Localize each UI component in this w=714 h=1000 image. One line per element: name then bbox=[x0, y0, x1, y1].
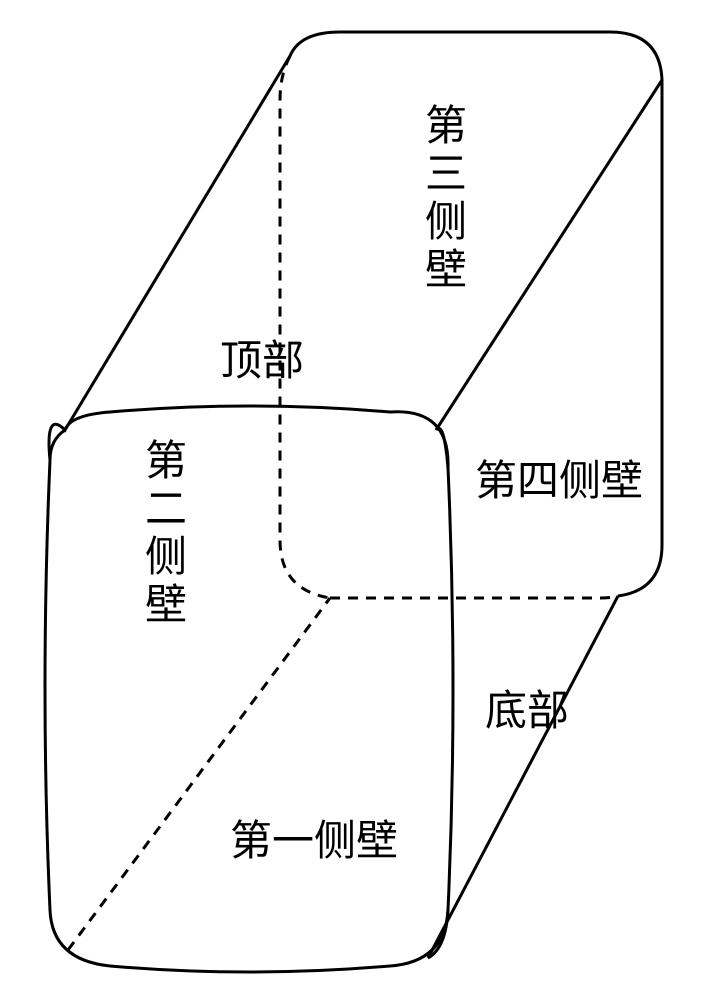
rear-right-edge bbox=[618, 80, 662, 596]
label-top: 顶部 bbox=[220, 339, 304, 385]
front-face bbox=[45, 406, 453, 972]
label-side4: 第四侧壁 bbox=[475, 459, 643, 505]
rear-left-edge-hidden bbox=[280, 56, 330, 598]
diagram-canvas: 顶部 底部 第一侧壁 第四侧壁 第 二 侧 壁 第 三 侧 壁 bbox=[0, 0, 714, 1000]
corner-join-tr bbox=[436, 428, 448, 468]
label-bottom: 底部 bbox=[485, 689, 569, 735]
corner-join-tl bbox=[50, 430, 65, 460]
rear-bottom-edge-hidden bbox=[330, 596, 618, 598]
edge-bottom-left-hidden bbox=[68, 598, 330, 950]
label-side1: 第一侧壁 bbox=[230, 819, 398, 865]
label-side2: 第 二 侧 壁 bbox=[145, 439, 198, 629]
edge-bottom-right bbox=[428, 596, 618, 958]
rear-top-edge bbox=[290, 32, 662, 80]
label-side3: 第 三 侧 壁 bbox=[425, 104, 478, 294]
